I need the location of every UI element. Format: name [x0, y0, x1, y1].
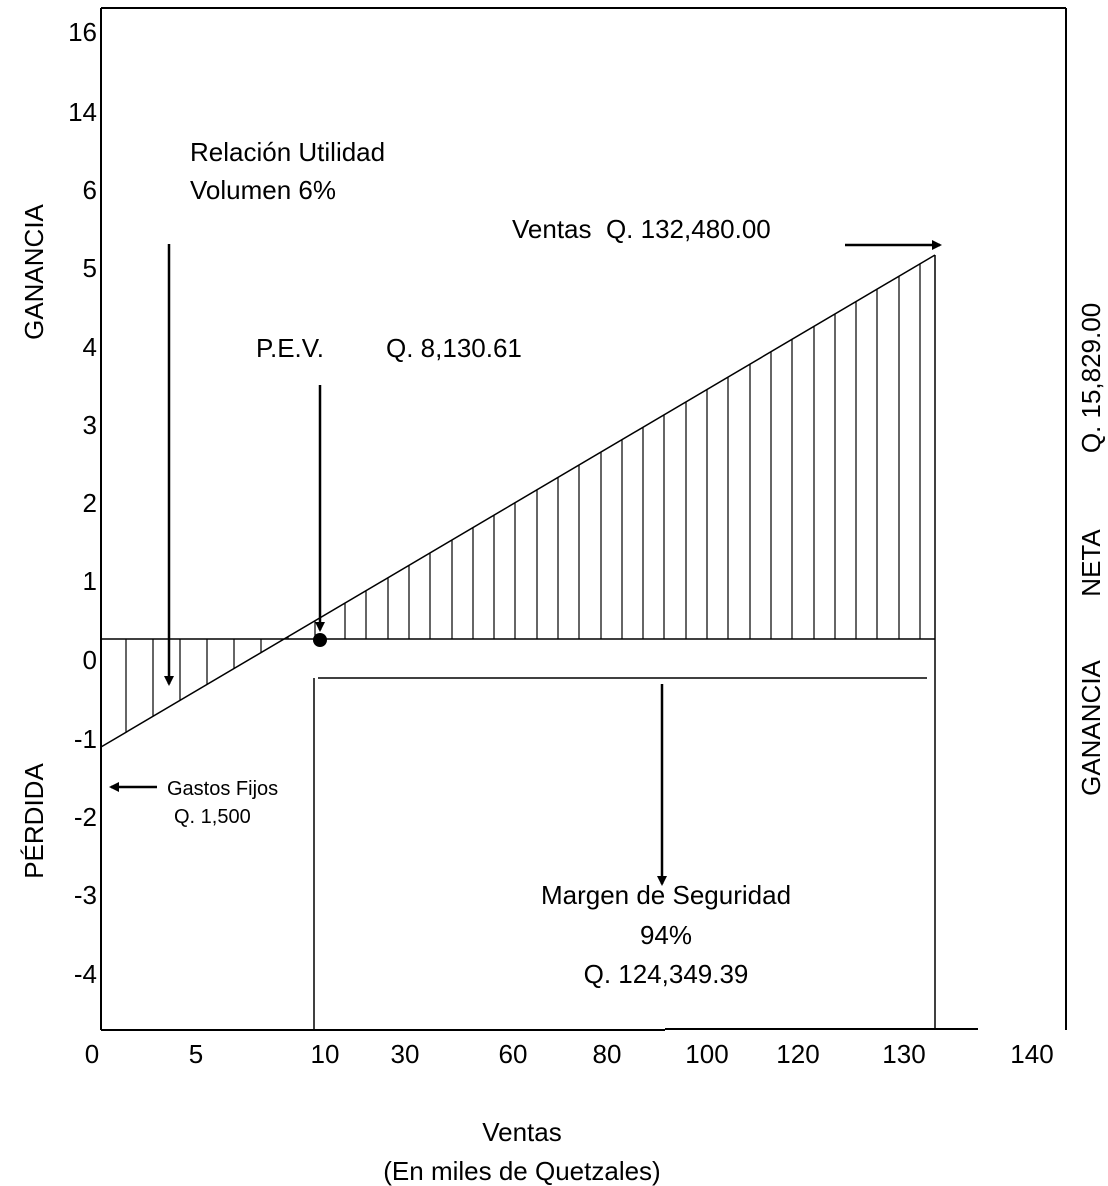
y-axis-title-bottom: PÉRDIDA [19, 763, 49, 879]
y-axis-title-top: GANANCIA [19, 203, 49, 339]
x-tick-label: 140 [1010, 1039, 1053, 1069]
margin-bracket [313, 677, 927, 1030]
break-even-point [313, 633, 327, 647]
plot-frame [100, 7, 1067, 1031]
y-tick-label: 5 [83, 253, 97, 283]
x-tick-label: 5 [189, 1039, 203, 1069]
y-tick-label: -4 [74, 959, 97, 989]
y-tick-label: 0 [83, 645, 97, 675]
y-tick-label: 4 [83, 332, 97, 362]
y-tick-label: 6 [83, 175, 97, 205]
relacion-line1: Relación Utilidad [190, 137, 385, 167]
y-tick-label: -1 [74, 724, 97, 754]
y-tick-labels: 16 14 6 5 4 3 2 1 0 -1 -2 -3 -4 [68, 17, 97, 989]
pev-value: Q. 8,130.61 [386, 333, 522, 363]
y-tick-label: -2 [74, 802, 97, 832]
y-tick-label: 16 [68, 17, 97, 47]
x-tick-label: 130 [882, 1039, 925, 1069]
x-tick-label: 120 [776, 1039, 819, 1069]
relacion-line2: Volumen 6% [190, 175, 336, 205]
margen-line2: 94% [640, 920, 692, 950]
x-axis-subtitle: (En miles de Quetzales) [383, 1156, 660, 1186]
y-tick-label: 1 [83, 566, 97, 596]
gastos-line2: Q. 1,500 [174, 806, 251, 828]
gastos-line1: Gastos Fijos [167, 778, 278, 800]
y-tick-label: 14 [68, 97, 97, 127]
x-tick-label: 10 [311, 1039, 340, 1069]
x-tick-labels: 0 5 10 30 60 80 100 120 130 140 [85, 1039, 1054, 1069]
x-tick-label: 30 [391, 1039, 420, 1069]
x-tick-label: 80 [593, 1039, 622, 1069]
x-tick-label: 60 [499, 1039, 528, 1069]
right-label-word1: GANANCIA [1076, 659, 1106, 795]
margen-line3: Q. 124,349.39 [584, 959, 749, 989]
right-label-amount: Q. 15,829.00 [1076, 303, 1106, 453]
hatching [125, 263, 921, 733]
x-tick-label: 0 [85, 1039, 99, 1069]
margen-line1: Margen de Seguridad [541, 880, 791, 910]
x-axis-title: Ventas [482, 1117, 562, 1147]
pev-label: P.E.V. [256, 333, 324, 363]
ventas-annotation: Ventas Q. 132,480.00 [512, 214, 771, 244]
y-tick-label: -3 [74, 880, 97, 910]
x-tick-label: 100 [685, 1039, 728, 1069]
y-tick-label: 2 [83, 488, 97, 518]
profit-volume-line [100, 254, 936, 748]
right-label-word2: NETA [1076, 529, 1106, 597]
y-tick-label: 3 [83, 410, 97, 440]
